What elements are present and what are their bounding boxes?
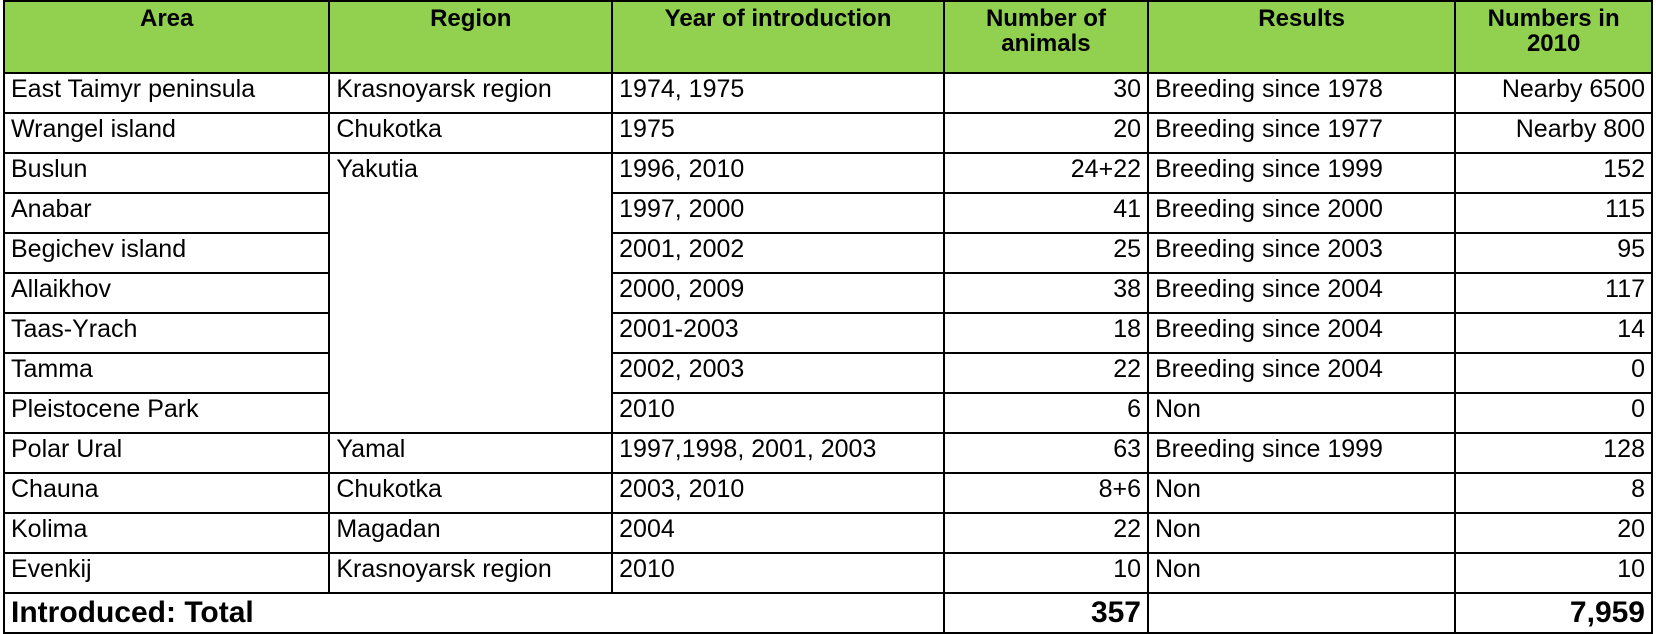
area-cell: East Taimyr peninsula xyxy=(2,72,331,114)
number-cell: 22 xyxy=(942,512,1150,554)
table-row: Taas-Yrach 2001-2003 18 Breeding since 2… xyxy=(2,312,1653,354)
numbers-2010-cell: 20 xyxy=(1454,512,1653,554)
number-cell: 41 xyxy=(942,192,1150,234)
area-cell: Begichev island xyxy=(2,232,331,274)
header-number-of-animals: Number of animals xyxy=(942,0,1150,74)
number-cell: 22 xyxy=(942,352,1150,394)
number-cell: 38 xyxy=(942,272,1150,314)
total-numbers-in-2010: 7,959 xyxy=(1454,592,1653,634)
results-cell: Breeding since 2004 xyxy=(1146,312,1457,354)
number-cell: 20 xyxy=(942,112,1150,154)
area-cell: Allaikhov xyxy=(2,272,331,314)
header-results: Results xyxy=(1146,0,1457,74)
table-row: Kolima Magadan 2004 22 Non 20 xyxy=(2,512,1653,554)
total-results-empty xyxy=(1146,592,1457,634)
year-cell: 2001, 2002 xyxy=(611,232,945,274)
total-label: Introduced: Total xyxy=(3,592,945,634)
number-cell: 25 xyxy=(942,232,1150,274)
year-cell: 2003, 2010 xyxy=(611,472,945,514)
table-row: East Taimyr peninsula Krasnoyarsk region… xyxy=(2,72,1653,114)
results-cell: Non xyxy=(1146,512,1457,554)
numbers-2010-cell: Nearby 800 xyxy=(1454,112,1653,154)
year-cell: 2000, 2009 xyxy=(611,272,945,314)
number-cell: 63 xyxy=(942,432,1150,474)
area-cell: Chauna xyxy=(2,472,331,514)
numbers-2010-cell: 128 xyxy=(1454,432,1653,474)
table-row: Anabar 1997, 2000 41 Breeding since 2000… xyxy=(2,192,1653,234)
results-cell: Breeding since 2003 xyxy=(1146,232,1457,274)
table-row: Allaikhov 2000, 2009 38 Breeding since 2… xyxy=(2,272,1653,314)
table-row: Polar Ural Yamal 1997,1998, 2001, 2003 6… xyxy=(2,432,1653,474)
numbers-2010-cell: 10 xyxy=(1454,552,1653,594)
numbers-2010-cell: 0 xyxy=(1454,392,1653,434)
results-cell: Breeding since 1977 xyxy=(1146,112,1457,154)
table-row: Buslun Yakutia 1996, 2010 24+22 Breeding… xyxy=(2,152,1653,434)
number-cell: 24+22 xyxy=(942,152,1150,194)
year-cell: 2002, 2003 xyxy=(611,352,945,394)
area-cell: Tamma xyxy=(2,352,331,394)
number-cell: 6 xyxy=(942,392,1150,434)
numbers-2010-cell: 14 xyxy=(1454,312,1653,354)
region-cell: Magadan xyxy=(328,512,614,554)
area-cell: Kolima xyxy=(2,512,331,554)
header-row: Area Region Year of introduction Number … xyxy=(2,0,1653,74)
number-cell: 18 xyxy=(942,312,1150,354)
header-numbers-in-2010: Numbers in 2010 xyxy=(1454,0,1653,74)
year-cell: 1997,1998, 2001, 2003 xyxy=(611,432,945,474)
table-row: Begichev island 2001, 2002 25 Breeding s… xyxy=(2,232,1653,274)
region-cell: Krasnoyarsk region xyxy=(328,552,614,594)
table-row: Pleistocene Park 2010 6 Non 0 xyxy=(2,392,1653,434)
area-cell: Taas-Yrach xyxy=(2,312,331,354)
table-row: Tamma 2002, 2003 22 Breeding since 2004 … xyxy=(2,352,1653,394)
year-cell: 1974, 1975 xyxy=(611,72,945,114)
number-cell: 10 xyxy=(942,552,1150,594)
results-cell: Breeding since 1999 xyxy=(1146,432,1457,474)
table-row: Wrangel island Chukotka 1975 20 Breeding… xyxy=(2,112,1653,154)
numbers-2010-cell: 115 xyxy=(1454,192,1653,234)
numbers-2010-cell: 0 xyxy=(1454,352,1653,394)
region-cell: Krasnoyarsk region xyxy=(328,72,614,114)
number-cell: 8+6 xyxy=(942,472,1150,514)
region-cell: Chukotka xyxy=(328,112,614,154)
numbers-2010-cell: 8 xyxy=(1454,472,1653,514)
results-cell: Breeding since 2000 xyxy=(1146,192,1457,234)
total-row: Introduced: Total 357 7,959 xyxy=(3,592,1653,634)
year-cell: 1997, 2000 xyxy=(611,192,945,234)
total-number-of-animals: 357 xyxy=(942,592,1150,634)
results-cell: Breeding since 1978 xyxy=(1146,72,1457,114)
area-cell: Polar Ural xyxy=(2,432,331,474)
number-cell: 30 xyxy=(942,72,1150,114)
results-cell: Breeding since 2004 xyxy=(1146,352,1457,394)
numbers-2010-cell: 95 xyxy=(1454,232,1653,274)
area-cell: Evenkij xyxy=(2,552,331,594)
year-cell: 2001-2003 xyxy=(611,312,945,354)
numbers-2010-cell: 117 xyxy=(1454,272,1653,314)
header-area: Area xyxy=(2,0,331,74)
year-cell: 1975 xyxy=(611,112,945,154)
area-cell: Anabar xyxy=(2,192,331,234)
table-row: Chauna Chukotka 2003, 2010 8+6 Non 8 xyxy=(2,472,1653,514)
header-year-of-introduction: Year of introduction xyxy=(611,0,945,74)
numbers-2010-cell: 152 xyxy=(1454,152,1653,194)
region-cell-merged: Yakutia xyxy=(328,152,614,434)
results-cell: Non xyxy=(1146,552,1457,594)
area-cell: Pleistocene Park xyxy=(2,392,331,434)
year-cell: 2004 xyxy=(611,512,945,554)
area-cell: Wrangel island xyxy=(2,112,331,154)
numbers-2010-cell: Nearby 6500 xyxy=(1454,72,1653,114)
year-cell: 2010 xyxy=(611,392,945,434)
year-cell: 2010 xyxy=(611,552,945,594)
header-region: Region xyxy=(328,0,614,74)
year-cell: 1996, 2010 xyxy=(611,152,945,194)
results-cell: Breeding since 1999 xyxy=(1146,152,1457,194)
table-row: Evenkij Krasnoyarsk region 2010 10 Non 1… xyxy=(2,552,1653,594)
region-cell: Yamal xyxy=(328,432,614,474)
results-cell: Non xyxy=(1146,392,1457,434)
area-cell: Buslun xyxy=(2,152,331,194)
results-cell: Non xyxy=(1146,472,1457,514)
results-cell: Breeding since 2004 xyxy=(1146,272,1457,314)
region-cell: Chukotka xyxy=(328,472,614,514)
